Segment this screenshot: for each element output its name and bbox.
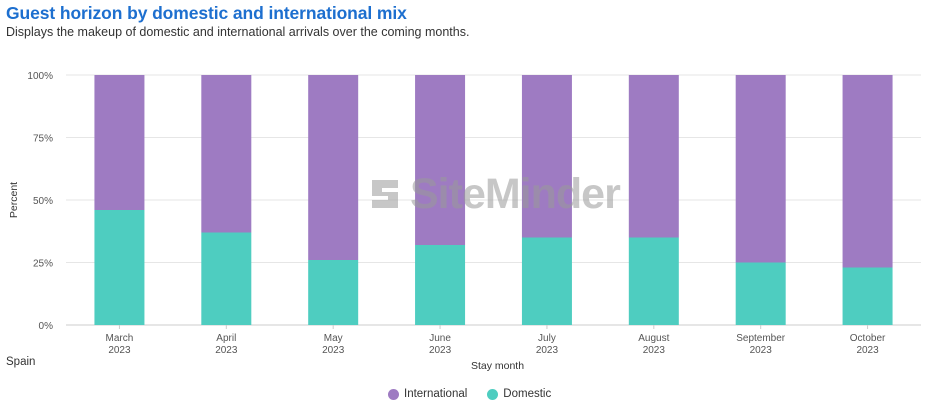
bar-international-october[interactable] (842, 75, 893, 268)
watermark-text: SiteMinder (410, 170, 621, 218)
bar-international-march[interactable] (94, 75, 145, 210)
x-tick-label: October (850, 333, 886, 344)
y-axis-title: Percent (8, 182, 20, 218)
bar-domestic-september[interactable] (735, 262, 786, 326)
x-tick-label: August (638, 333, 669, 344)
y-tick-label: 0% (39, 321, 54, 332)
legend-item-domestic[interactable]: Domestic (487, 388, 551, 400)
x-tick-label-year: 2023 (536, 345, 559, 356)
x-tick-label: July (538, 333, 556, 344)
bar-domestic-october[interactable] (842, 267, 893, 326)
y-tick-label: 50% (33, 196, 53, 207)
bar-international-july[interactable] (521, 75, 572, 238)
x-tick-label: March (106, 333, 134, 344)
x-tick-label: June (429, 333, 451, 344)
chart-subtitle: Displays the makeup of domestic and inte… (6, 25, 470, 39)
bar-domestic-july[interactable] (521, 237, 572, 326)
bar-international-june[interactable] (415, 75, 466, 245)
bar-domestic-april[interactable] (201, 232, 252, 326)
siteminder-logo-icon (372, 180, 398, 208)
x-tick-label-year: 2023 (429, 345, 452, 356)
x-tick-label-year: 2023 (215, 345, 238, 356)
bar-domestic-june[interactable] (415, 245, 466, 325)
legend-marker-international (388, 388, 399, 400)
chart-title: Guest horizon by domestic and internatio… (6, 3, 407, 23)
legend-label-international: International (404, 388, 468, 400)
y-tick-label: 100% (27, 71, 53, 82)
region-label: Spain (6, 356, 36, 368)
x-tick-label: April (216, 333, 236, 344)
x-axis-title: Stay month (471, 360, 524, 372)
x-tick-label-year: 2023 (750, 345, 773, 356)
bar-international-april[interactable] (201, 75, 252, 233)
bar-domestic-may[interactable] (308, 260, 359, 325)
siteminder-watermark: SiteMinder (368, 170, 621, 218)
bar-domestic-march[interactable] (94, 210, 145, 325)
x-tick-label-year: 2023 (856, 345, 879, 356)
legend-label-domestic: Domestic (503, 388, 552, 400)
y-tick-label: 25% (33, 259, 53, 270)
x-tick-label: September (736, 333, 786, 344)
x-tick-label-year: 2023 (322, 345, 345, 356)
bar-international-september[interactable] (735, 75, 786, 263)
bar-domestic-august[interactable] (628, 237, 679, 326)
legend-marker-domestic (487, 388, 499, 400)
x-tick-label-year: 2023 (643, 345, 666, 356)
bar-international-may[interactable] (308, 75, 359, 260)
y-tick-label: 75% (33, 134, 53, 145)
x-tick-label-year: 2023 (108, 345, 131, 356)
x-tick-label: May (324, 333, 343, 344)
chart-legend: International Domestic (388, 388, 551, 400)
legend-item-international[interactable]: International (388, 388, 467, 400)
bar-international-august[interactable] (628, 75, 679, 238)
